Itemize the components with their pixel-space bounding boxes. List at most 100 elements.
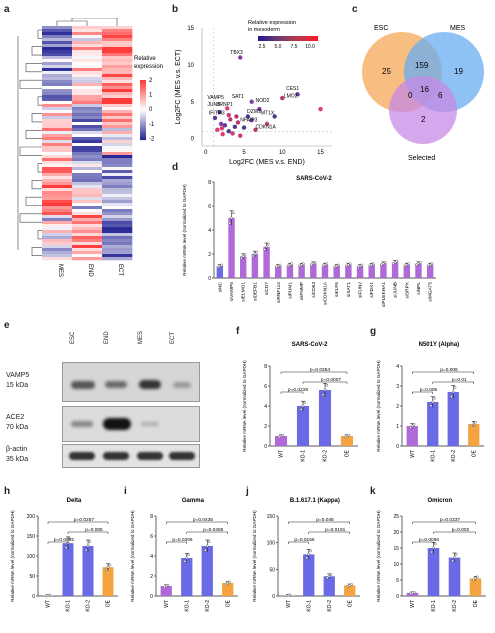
data-point — [407, 262, 410, 265]
p-value-label: p=0.0007 — [321, 377, 341, 383]
colorbar-tick: 7.5 — [291, 44, 298, 50]
data-point — [204, 548, 207, 552]
bar-chart-title: B.1.617.1 (Kappa) — [290, 498, 340, 504]
data-point — [428, 263, 432, 267]
p-value-label: p=0.002 — [452, 527, 470, 533]
heatmap-cell — [72, 38, 103, 42]
data-point — [372, 262, 375, 265]
heatmap-legend-swatch — [140, 98, 146, 100]
bar — [406, 592, 419, 596]
heatmap-cell — [42, 140, 73, 144]
scatter-point — [241, 125, 247, 130]
blot-size-vamp5: 15 kDa — [6, 382, 29, 389]
data-point — [251, 254, 255, 258]
heatmap-cell — [102, 212, 133, 216]
bar-category-label: siNC — [217, 281, 223, 292]
significance-bracket — [308, 531, 350, 534]
bar-chart-title: Delta — [67, 498, 82, 504]
data-point — [380, 263, 383, 267]
colorbar-tick: 2.5 — [259, 44, 266, 50]
heatmap-legend-swatch — [140, 84, 146, 87]
heatmap-cell — [42, 74, 73, 78]
scatter-gene-label: NFAIP3 — [240, 118, 257, 124]
band-vamp5-ect — [173, 382, 191, 388]
bar-category-label: siNPL — [416, 282, 422, 295]
data-point — [450, 395, 453, 398]
bar-y-tick: 8 — [150, 514, 153, 520]
heatmap-cell — [42, 206, 73, 210]
bar-y-tick: 0 — [396, 444, 399, 450]
data-point — [68, 537, 72, 541]
heatmap-cell — [42, 131, 73, 135]
heatmap-legend-swatch — [140, 111, 146, 114]
heatmap-legend-title: Relative — [134, 56, 156, 62]
heatmap-cell — [102, 38, 133, 42]
bar-category-label: siJUNB — [393, 282, 399, 298]
bar-category-label: siPLEKHA1 — [381, 282, 387, 307]
data-point — [281, 433, 285, 437]
data-point — [255, 250, 258, 254]
bar — [356, 266, 364, 278]
bar-category-label: WT — [410, 450, 416, 458]
heatmap-cell — [42, 50, 73, 54]
heatmap-cell — [102, 26, 133, 30]
heatmap-cell — [102, 197, 133, 201]
colorbar-swatch — [280, 36, 283, 41]
bar-y-tick: 8 — [264, 364, 267, 370]
heatmap-cell — [42, 173, 73, 177]
data-point — [382, 262, 385, 265]
heatmap-cell — [42, 38, 73, 42]
heatmap-cell — [42, 239, 73, 243]
scatter-gene-label: LMO2 — [284, 93, 298, 99]
data-point — [48, 593, 52, 597]
heatmap-cell — [72, 125, 103, 129]
bar — [321, 264, 329, 278]
heatmap-cell — [102, 53, 133, 57]
data-point — [350, 583, 353, 586]
lane-label-mes: MES — [138, 330, 144, 344]
bar-category-label: siMGAT5 — [428, 282, 434, 302]
heatmap-cell — [42, 134, 73, 138]
scatter-gene-label: IRNP1 — [218, 102, 233, 108]
heatmap-cell — [42, 77, 73, 81]
p-value-label: p=0.0191 — [325, 527, 345, 533]
bar-category-label: siIFNMP — [299, 282, 305, 300]
p-value-label: p=0.0486 — [203, 527, 223, 533]
colorbar-swatch — [306, 36, 309, 41]
colorbar-swatch — [292, 36, 295, 41]
heatmap-cell — [72, 29, 103, 33]
data-point — [429, 404, 433, 407]
p-value-label: p=0.048 — [316, 517, 334, 523]
heatmap-legend-swatch — [140, 132, 146, 135]
data-point — [405, 263, 409, 267]
scatter-point — [295, 92, 300, 97]
data-point — [347, 433, 351, 437]
heatmap-cell — [42, 86, 73, 90]
blot-protein-ace2: ACE2 — [6, 414, 25, 421]
heatmap-cell — [42, 32, 73, 36]
scatter-gene-label: SAT1 — [232, 94, 244, 100]
heatmap-column-label: END — [87, 264, 93, 277]
colorbar-swatch — [282, 36, 285, 41]
p-value-label: p=0.005 — [420, 387, 438, 393]
bar-category-label: siVAMP5 — [229, 282, 235, 302]
bar — [298, 264, 305, 278]
significance-bracket — [280, 371, 348, 374]
heatmap-cell — [42, 104, 73, 108]
bar-category-label: siPUM1 — [287, 282, 293, 299]
data-point — [329, 573, 333, 576]
significance-bracket — [67, 531, 109, 534]
data-point — [470, 424, 474, 428]
blot-row-actin: β-actin 35 kDa — [4, 444, 200, 468]
bar-y-tick: 20 — [393, 530, 399, 536]
heatmap-cell — [72, 221, 103, 225]
scatter-point — [235, 120, 241, 125]
heatmap-cell — [72, 242, 103, 246]
bar-y-label: Relative mRNA level (normalized to GAPDH… — [10, 510, 15, 602]
significance-bracket — [186, 531, 228, 534]
bar — [344, 585, 356, 596]
colorbar-swatch — [268, 36, 271, 41]
heatmap-cell — [42, 35, 73, 39]
band-vamp5-esc — [71, 381, 95, 389]
bar — [448, 557, 461, 596]
